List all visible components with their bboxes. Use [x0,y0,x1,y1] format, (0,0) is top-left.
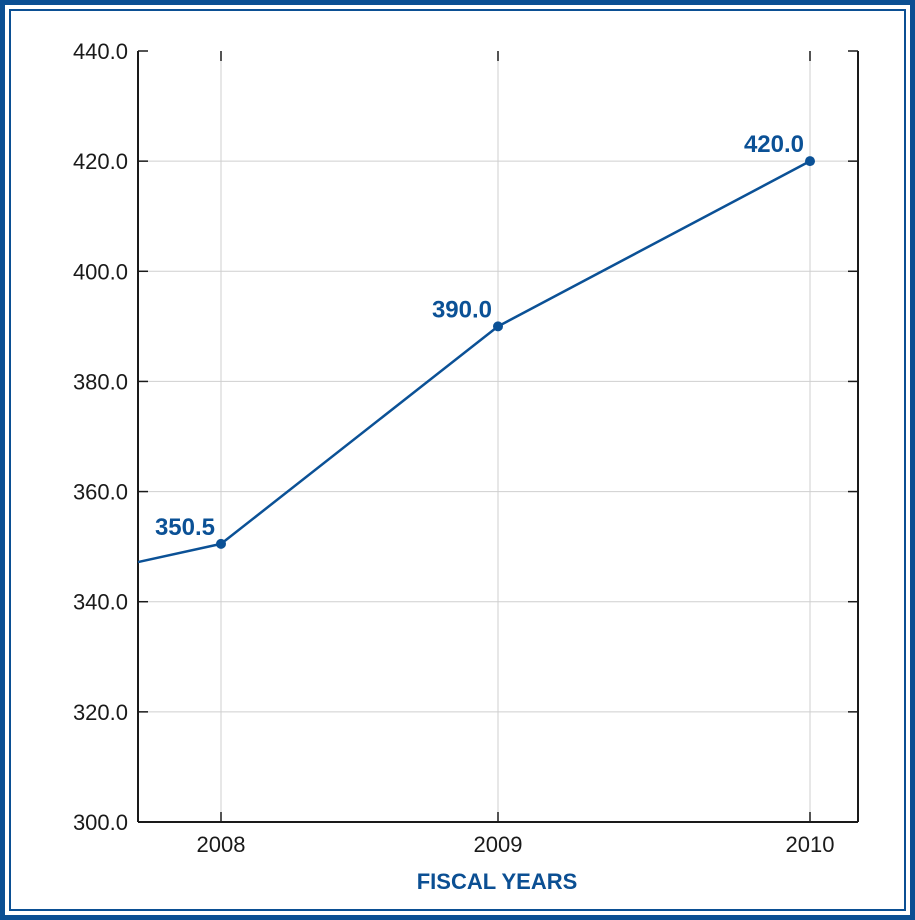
x-tick-labels: 2008 2009 2010 [197,832,835,857]
data-point [216,538,226,549]
data-labels: 350.5 390.0 420.0 [155,131,804,541]
y-tick-label: 420.0 [73,149,128,174]
data-label: 420.0 [744,131,804,158]
x-tick-label: 2010 [786,832,835,857]
data-label: 350.5 [155,514,215,541]
data-point [493,321,503,332]
inner-border [9,9,906,911]
x-tick-label: 2009 [474,832,523,857]
data-points [216,156,815,549]
x-tick-label: 2008 [197,832,246,857]
data-point [805,156,815,167]
y-tick-label: 320.0 [73,700,128,725]
grid-lines [138,51,858,822]
y-tick-labels: 300.0 320.0 340.0 360.0 380.0 400.0 420.0 440.0 [73,39,128,835]
axes [137,50,859,823]
y-tick-label: 440.0 [73,39,128,64]
series-line [137,160,811,564]
data-label: 390.0 [432,296,492,323]
y-tick-label: 360.0 [73,480,128,505]
series-polyline [137,160,811,564]
y-tick-label: 380.0 [73,369,128,394]
y-tick-label: 300.0 [73,810,128,835]
y-tick-label: 340.0 [73,590,128,615]
x-axis-title: FISCAL YEARS [417,869,578,894]
y-tick-label: 400.0 [73,259,128,284]
